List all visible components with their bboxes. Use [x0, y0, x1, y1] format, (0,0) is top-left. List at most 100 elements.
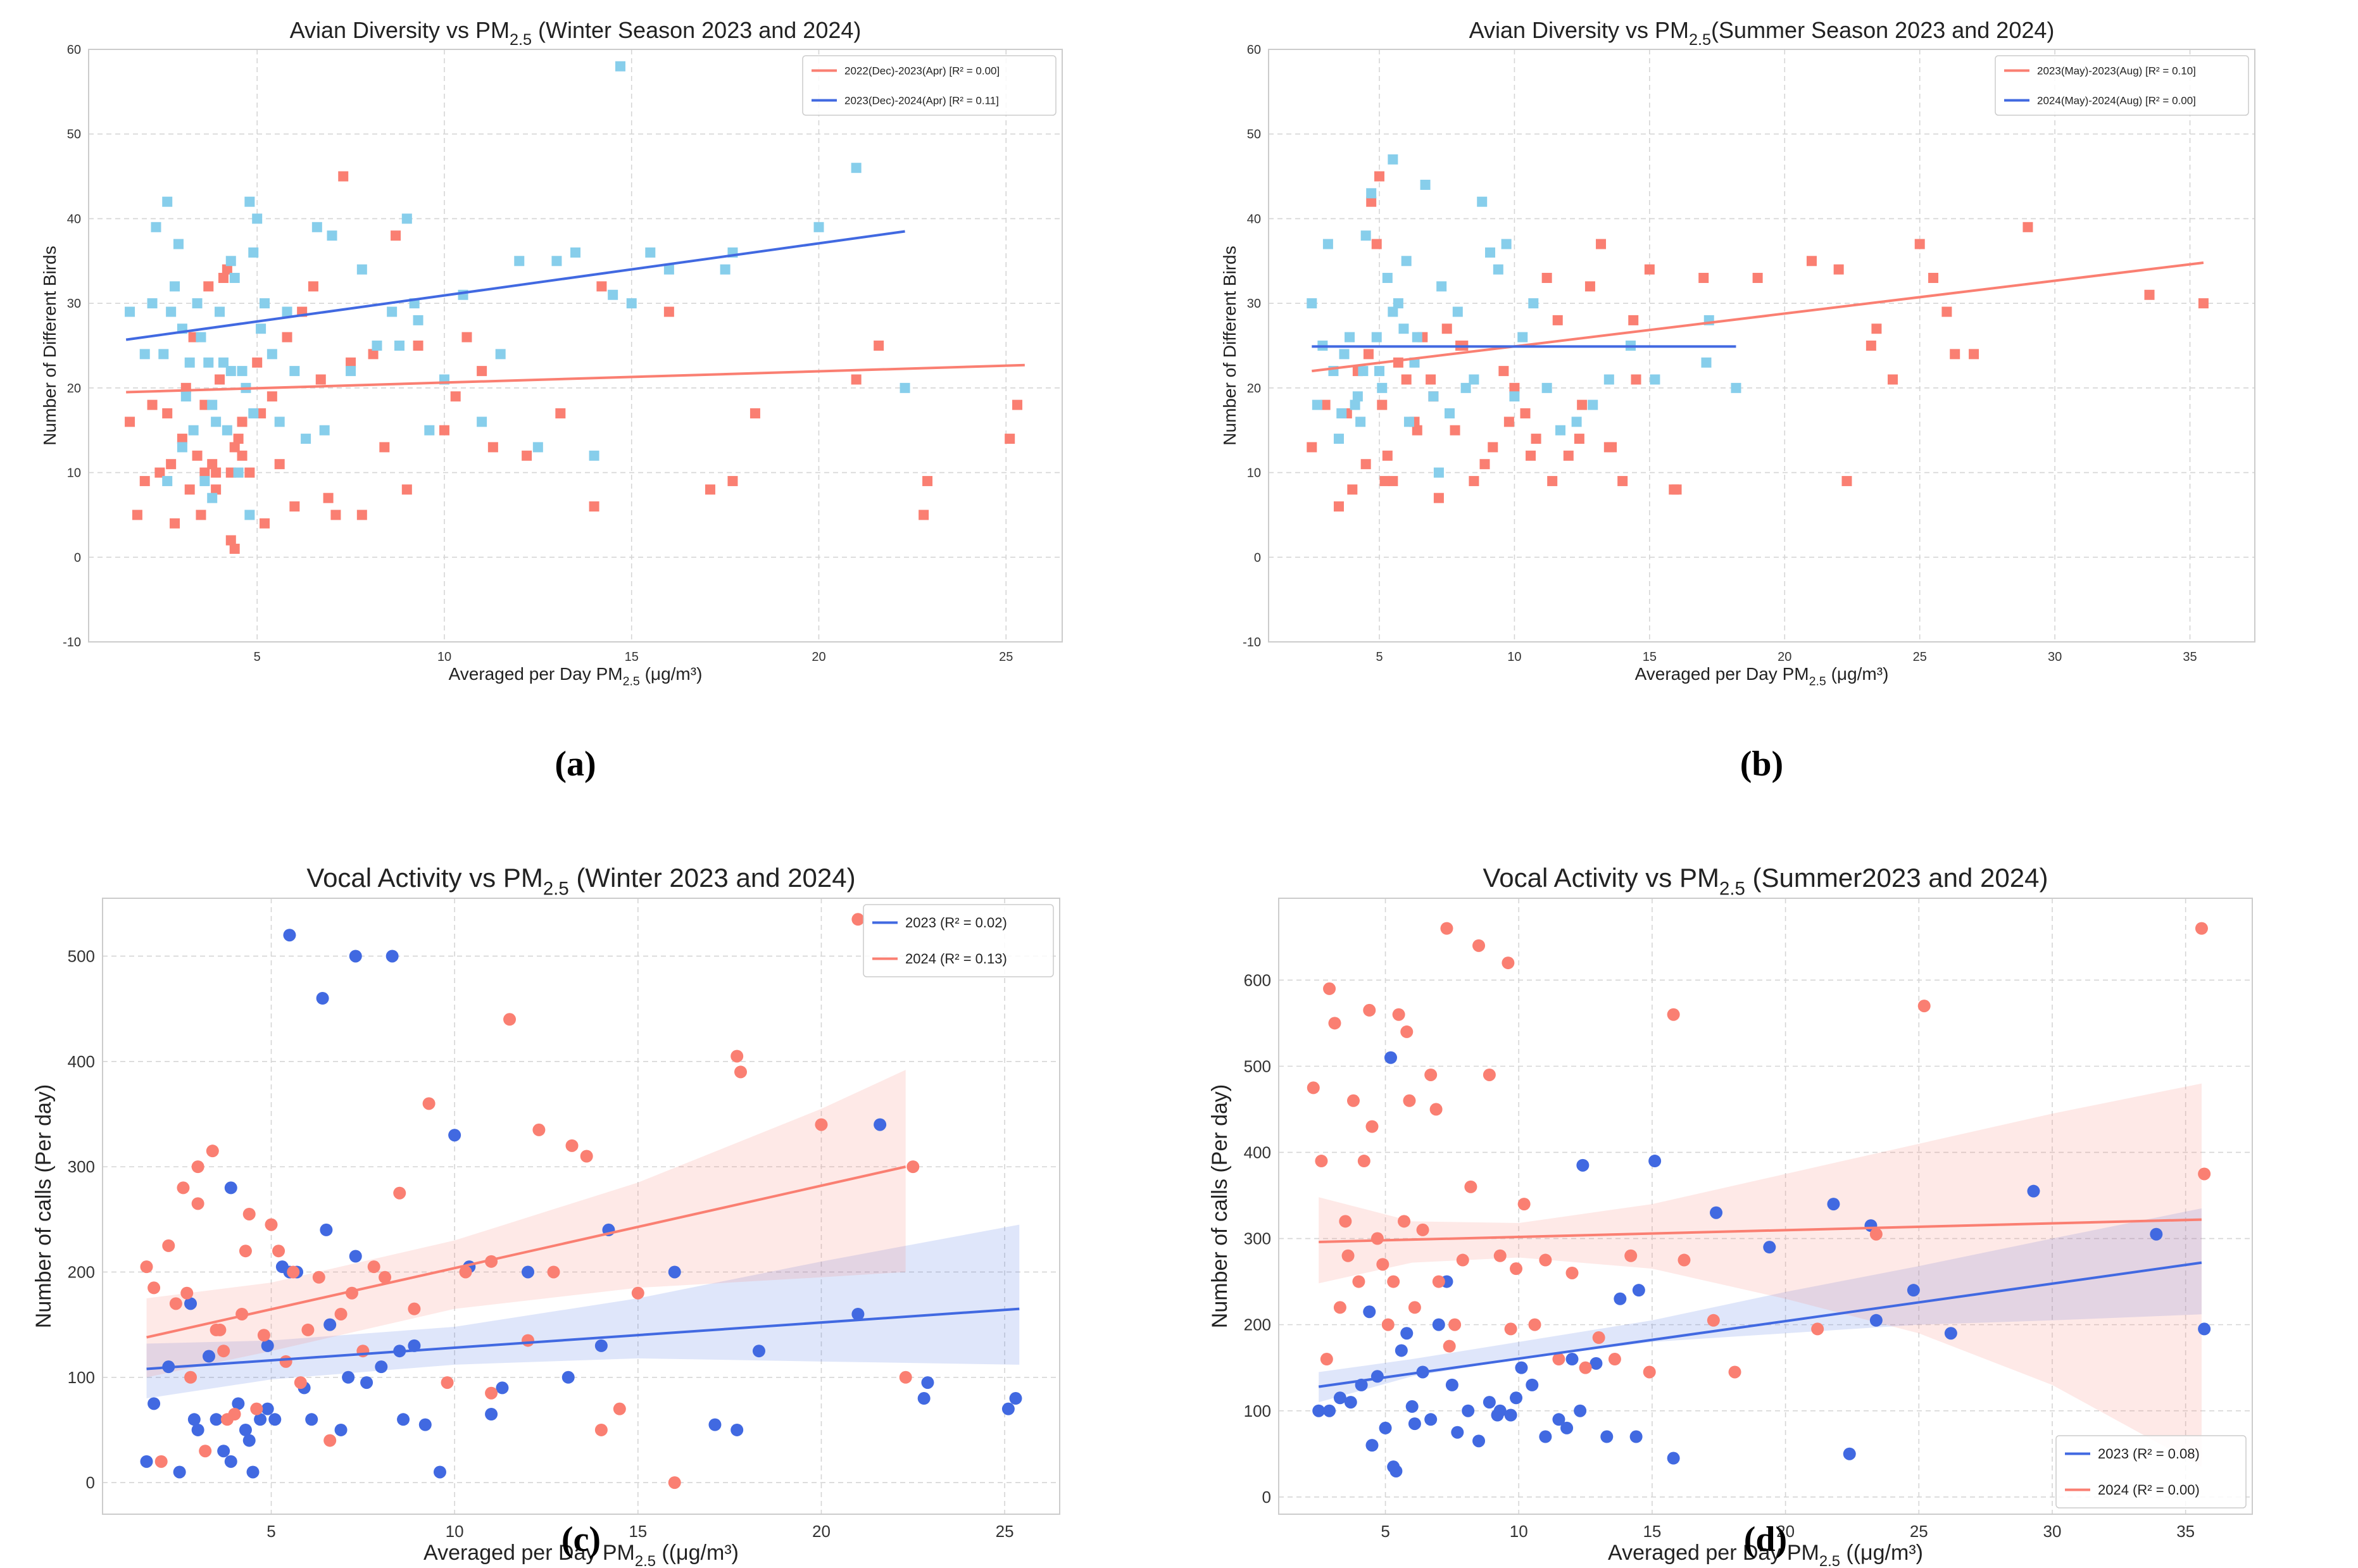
data-point [252, 357, 263, 368]
data-point [1603, 374, 1614, 385]
data-point [2144, 289, 2155, 300]
data-point [561, 1370, 575, 1384]
x-tick-label: 15 [629, 1522, 647, 1541]
data-point [1539, 1253, 1552, 1267]
data-point [1388, 306, 1398, 317]
x-tick-label: 5 [267, 1522, 275, 1541]
y-axis-label: Number of Different Birds [1220, 246, 1239, 445]
data-point [450, 391, 461, 402]
data-point [242, 1207, 256, 1220]
data-point [477, 366, 487, 377]
legend-label: 2022(Dec)-2023(Apr) [R² = 0.00] [844, 65, 1000, 77]
data-point [1440, 922, 1453, 935]
data-point [522, 450, 532, 461]
data-point [1547, 475, 1558, 486]
y-tick-label: -10 [63, 636, 81, 649]
data-point [441, 1376, 454, 1389]
data-point [422, 1097, 436, 1110]
data-point [496, 1381, 509, 1395]
data-point [379, 1270, 392, 1284]
plot-frame [102, 898, 1060, 1515]
data-point [192, 298, 203, 309]
chart-title-tail: (Winter 2023 and 2024) [569, 863, 856, 893]
data-point [1341, 1249, 1355, 1262]
data-point [1460, 382, 1471, 393]
data-point [1502, 956, 1515, 970]
data-point [237, 366, 248, 377]
data-point [1462, 1404, 1475, 1417]
data-point [1451, 1426, 1464, 1439]
data-point [224, 1181, 237, 1195]
data-point [1012, 399, 1023, 410]
confidence-band-blue [1319, 1208, 2202, 1403]
data-point [1346, 1094, 1360, 1107]
data-point [312, 1270, 325, 1284]
data-point [1384, 1051, 1397, 1064]
plot-area [1279, 898, 2252, 1514]
x-axis-label-main: Averaged per Day PM [449, 664, 623, 684]
data-point [250, 1402, 263, 1415]
data-point [177, 1181, 190, 1195]
data-point [184, 1370, 198, 1384]
data-point [1811, 1322, 1824, 1336]
data-point [815, 1118, 828, 1131]
data-point [191, 1423, 204, 1436]
data-point [289, 501, 300, 512]
data-point [2027, 1184, 2040, 1198]
panel-caption: (b) [1740, 744, 1783, 784]
data-point [244, 467, 255, 478]
data-point [1531, 434, 1541, 444]
data-point [256, 323, 267, 334]
data-point [184, 484, 195, 495]
fit-line-blue [1318, 1261, 2202, 1388]
data-point [1833, 264, 1844, 275]
data-point [342, 1370, 355, 1384]
data-point [1352, 391, 1363, 402]
chart-title-main: Vocal Activity vs PM [1483, 863, 1719, 893]
data-point [1339, 349, 1350, 360]
data-point [177, 442, 187, 453]
data-point [1667, 1008, 1680, 1021]
data-point [1360, 459, 1371, 470]
data-point [207, 492, 218, 503]
data-point [1395, 1344, 1408, 1357]
data-point [1358, 366, 1369, 377]
data-point [1678, 1253, 1691, 1267]
x-tick-label: 25 [1910, 1522, 1928, 1541]
data-point [448, 1129, 461, 1142]
data-point [919, 510, 929, 520]
legend-box [1995, 55, 2249, 116]
x-axis-label-main: Averaged per Day PM [1608, 1541, 1819, 1565]
data-point [1432, 1318, 1445, 1331]
legend-box [863, 904, 1054, 977]
data-point [645, 247, 656, 258]
data-point [1328, 1017, 1341, 1030]
chart-title-tail: (Winter Season 2023 and 2024) [532, 17, 861, 43]
y-tick-label: 20 [67, 382, 81, 396]
data-point [1576, 1158, 1590, 1172]
data-point [1469, 374, 1479, 385]
data-point [147, 298, 158, 309]
data-point [166, 459, 177, 470]
data-point [1450, 425, 1460, 436]
data-point [1510, 1391, 1523, 1405]
data-point [1650, 374, 1660, 385]
data-point [1363, 1003, 1376, 1017]
data-point [1408, 1301, 1421, 1314]
data-point [663, 264, 674, 275]
data-point [229, 273, 240, 284]
data-point [224, 1455, 237, 1468]
data-point [349, 1250, 362, 1263]
chart-c: 5 10 15 20 25 0 100 200 300 400 500 2023 (R² = 0.02… [32, 863, 1060, 1568]
data-point [663, 306, 674, 317]
fit-line-red [126, 363, 1025, 394]
data-point [1379, 475, 1390, 486]
data-point [254, 1413, 267, 1426]
data-point [1617, 475, 1628, 486]
data-point [1365, 1120, 1379, 1133]
data-point [1579, 1361, 1592, 1374]
data-point [1565, 1353, 1579, 1366]
data-point [487, 442, 498, 453]
data-point [1401, 374, 1412, 385]
data-point [196, 510, 206, 520]
